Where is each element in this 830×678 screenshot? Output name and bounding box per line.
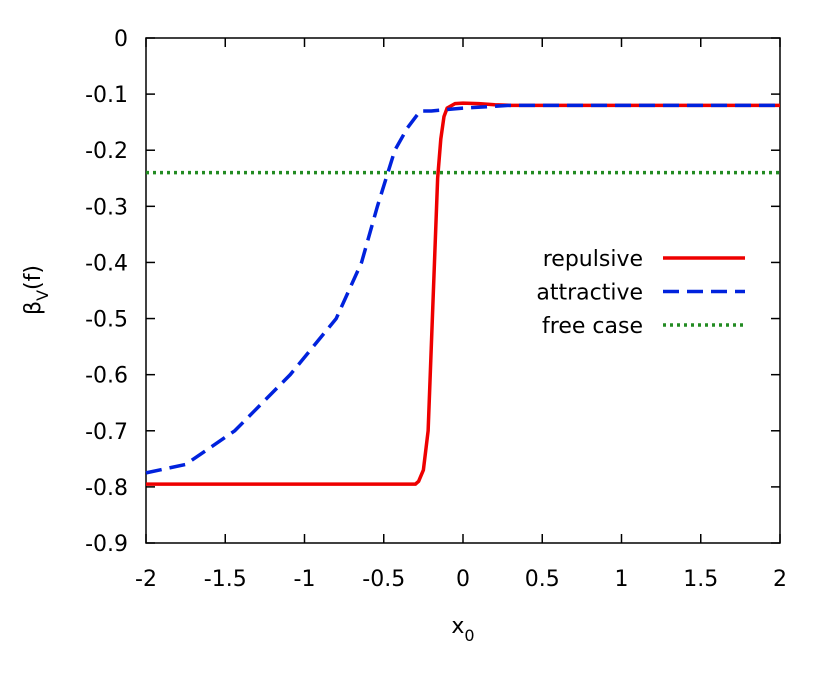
y-tick-label: -0.3 bbox=[85, 195, 128, 220]
x-tick-label: -0.5 bbox=[362, 567, 405, 592]
y-tick-label: -0.6 bbox=[85, 364, 128, 389]
y-axis-label: βV(f) bbox=[21, 265, 52, 315]
legend-label: attractive bbox=[536, 281, 643, 306]
series-line bbox=[145, 103, 780, 475]
y-tick-label: -0.4 bbox=[85, 251, 128, 276]
y-axis-label-tail: (f) bbox=[21, 265, 46, 290]
y-tick-label: -0.5 bbox=[85, 308, 128, 333]
x-tick-label: -1 bbox=[294, 567, 316, 592]
x-tick-label: 2 bbox=[773, 567, 787, 592]
x-axis-label-main: x bbox=[451, 614, 464, 639]
x-axis-label: x0 bbox=[451, 614, 474, 645]
y-tick-label: -0.9 bbox=[85, 532, 128, 557]
series-line bbox=[146, 101, 780, 486]
x-tick-label: 0.5 bbox=[525, 567, 560, 592]
x-tick-label: 1.5 bbox=[683, 567, 718, 592]
x-tick-label: -2 bbox=[135, 567, 157, 592]
y-tick-label: -0.8 bbox=[85, 476, 128, 501]
y-tick-label: -0.1 bbox=[85, 83, 128, 108]
legend-label: free case bbox=[542, 314, 643, 339]
y-tick-label: 0 bbox=[114, 27, 128, 52]
y-axis-label-main: β bbox=[21, 301, 46, 315]
x-tick-label: -1.5 bbox=[204, 567, 247, 592]
y-tick-label: -0.2 bbox=[85, 139, 128, 164]
x-tick-label: 0 bbox=[456, 567, 470, 592]
y-tick-label: -0.7 bbox=[85, 420, 128, 445]
y-axis-label-sub: V bbox=[33, 290, 52, 301]
x-axis-label-sub: 0 bbox=[464, 626, 474, 645]
plot-frame bbox=[145, 37, 781, 544]
x-tick-label: 1 bbox=[615, 567, 629, 592]
legend-label: repulsive bbox=[543, 247, 643, 272]
